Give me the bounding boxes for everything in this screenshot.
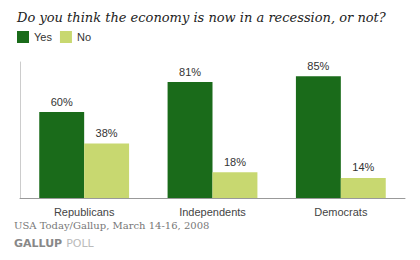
svg-text:85%: 85% — [307, 60, 329, 72]
svg-text:No: No — [77, 31, 91, 43]
svg-text:Independents: Independents — [179, 206, 246, 218]
svg-text:14%: 14% — [352, 161, 374, 173]
svg-text:GALLUP: GALLUP — [14, 237, 62, 250]
svg-text:Democrats: Democrats — [314, 206, 368, 218]
svg-text:POLL: POLL — [66, 237, 94, 250]
svg-text:38%: 38% — [96, 127, 118, 139]
svg-text:Do you think the economy is no: Do you think the economy is now in a rec… — [16, 10, 387, 25]
svg-text:Republicans: Republicans — [54, 206, 115, 218]
svg-text:18%: 18% — [224, 156, 246, 168]
svg-text:60%: 60% — [51, 96, 73, 108]
svg-text:USA Today/Gallup, March 14-16,: USA Today/Gallup, March 14-16, 2008 — [14, 220, 209, 231]
svg-text:Yes: Yes — [34, 31, 52, 43]
svg-text:81%: 81% — [179, 66, 201, 78]
